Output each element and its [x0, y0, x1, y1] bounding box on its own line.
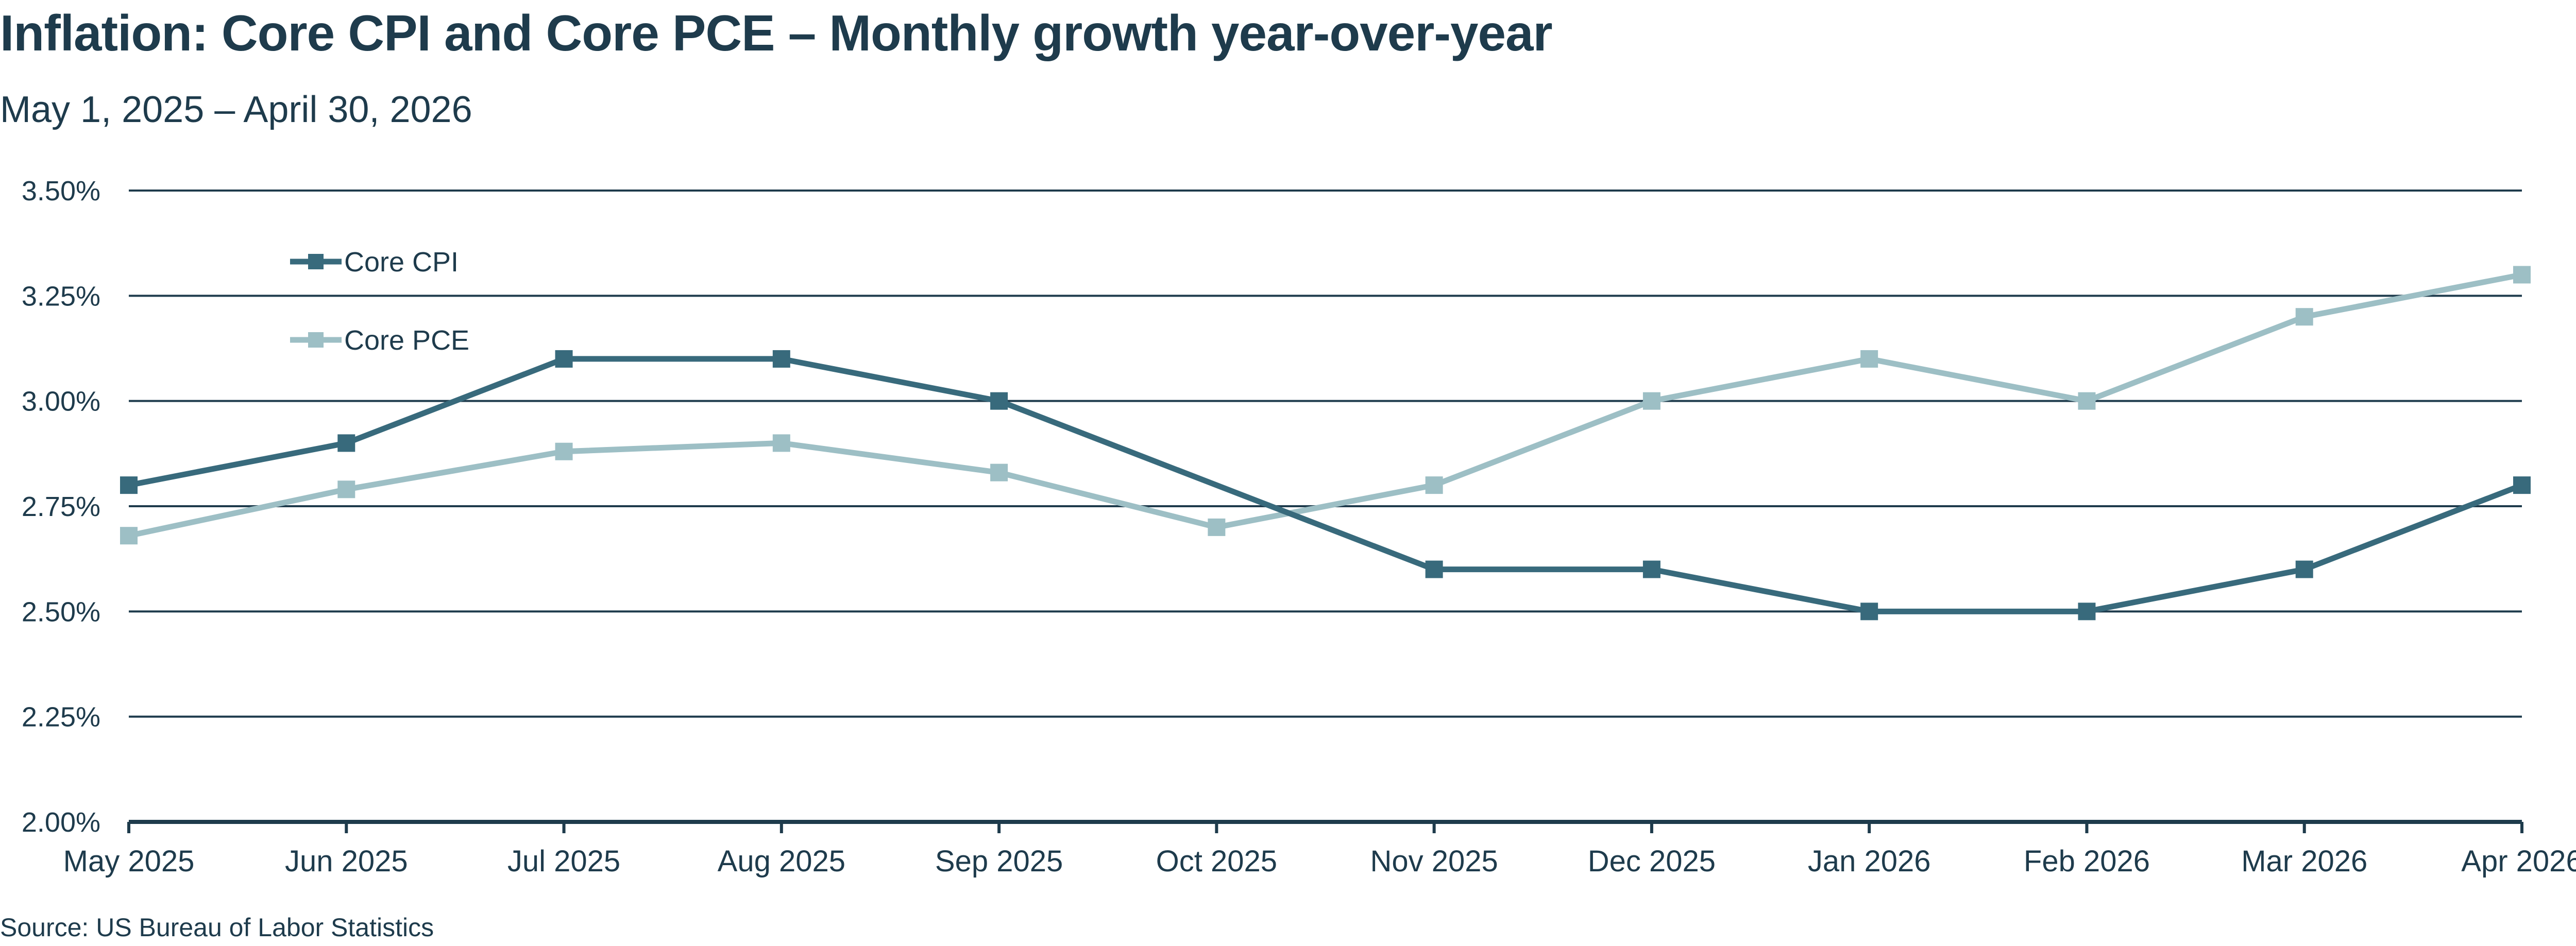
data-point-core-cpi	[1860, 603, 1878, 621]
data-point-core-pce	[555, 442, 573, 460]
data-point-core-cpi	[1642, 560, 1660, 578]
data-point-core-cpi	[990, 392, 1008, 410]
y-tick-label: 2.50%	[22, 596, 100, 627]
data-point-core-pce	[1860, 350, 1878, 368]
legend-label: Core CPI	[344, 247, 459, 278]
data-point-core-cpi	[555, 350, 573, 368]
data-point-core-pce	[1425, 476, 1443, 494]
data-point-core-pce	[1208, 518, 1226, 536]
data-point-core-cpi	[772, 350, 790, 368]
data-point-core-cpi	[1425, 560, 1443, 578]
series-line-core-pce	[128, 272, 2523, 539]
x-tick-label: Aug 2025	[718, 845, 845, 878]
legend-item-core-pce: Core PCE	[290, 325, 469, 356]
data-point-core-pce	[2513, 266, 2531, 284]
data-point-core-pce	[772, 434, 790, 452]
data-point-core-pce	[2078, 392, 2096, 410]
y-tick-label: 3.00%	[22, 386, 100, 417]
series-core-pce	[120, 266, 2531, 545]
y-tick-label: 2.25%	[22, 702, 100, 733]
x-tick-label: Jan 2026	[1808, 845, 1931, 878]
series-line-core-cpi	[128, 356, 2523, 614]
series-lines	[120, 266, 2531, 621]
x-tick-label: Nov 2025	[1370, 845, 1498, 878]
chart-title: Inflation: Core CPI and Core PCE – Month…	[0, 5, 1553, 61]
data-point-core-pce	[1642, 392, 1660, 410]
x-tick-label: Feb 2026	[2024, 845, 2150, 878]
legend-item-core-cpi: Core CPI	[290, 247, 459, 278]
legend: Core CPI Core PCE	[290, 247, 469, 356]
data-point-core-pce	[2295, 308, 2313, 326]
x-tick-label: Apr 2026	[2461, 845, 2576, 878]
x-tick-label: Jun 2025	[285, 845, 408, 878]
x-tick-label: May 2025	[63, 845, 195, 878]
legend-swatch-marker	[308, 332, 324, 348]
x-tick-label: Oct 2025	[1156, 845, 1277, 878]
series-core-cpi	[120, 350, 2531, 621]
y-tick-label: 3.25%	[22, 281, 100, 312]
y-tick-label: 2.75%	[22, 491, 100, 522]
x-axis: May 2025 Jun 2025 Jul 2025 Aug 2025 Sep 2025…	[63, 820, 2576, 878]
data-point-core-cpi	[2078, 603, 2096, 621]
x-tick-label: Dec 2025	[1588, 845, 1716, 878]
legend-label: Core PCE	[344, 325, 469, 356]
chart-subtitle: May 1, 2025 – April 30, 2026	[0, 89, 472, 130]
data-point-core-cpi	[2295, 560, 2313, 578]
source-note: Source: US Bureau of Labor Statistics	[0, 913, 434, 942]
y-tick-label: 2.00%	[22, 807, 100, 838]
legend-swatch-marker	[308, 254, 324, 269]
y-axis-ticks: 2.00% 2.25% 2.50% 2.75% 3.00% 3.25% 3.50%	[22, 176, 100, 838]
data-point-core-pce	[120, 527, 138, 545]
x-tick-label: Jul 2025	[507, 845, 620, 878]
data-point-core-pce	[990, 463, 1008, 481]
y-tick-label: 3.50%	[22, 176, 100, 207]
grid-lines	[129, 190, 2522, 718]
x-tick-label: Sep 2025	[935, 845, 1063, 878]
data-point-core-cpi	[337, 434, 355, 452]
x-tick-label: Mar 2026	[2241, 845, 2367, 878]
data-point-core-cpi	[2513, 476, 2531, 494]
data-point-core-cpi	[120, 476, 138, 494]
data-point-core-pce	[337, 480, 355, 498]
